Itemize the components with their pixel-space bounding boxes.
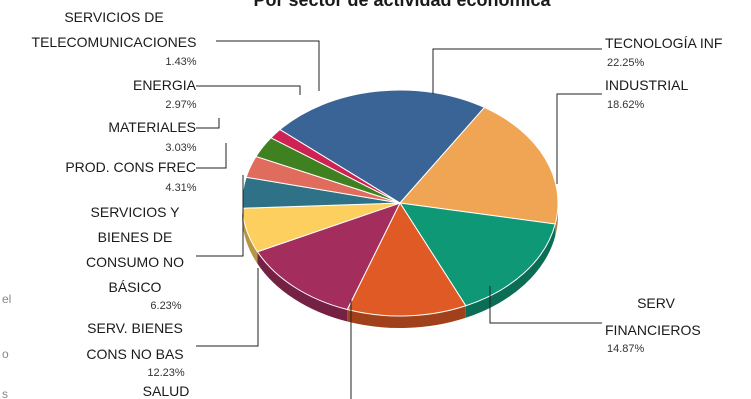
value-telecom: 1.43% (165, 56, 196, 68)
label-serv-financieros-line2: FINANCIEROS (605, 322, 701, 338)
leader-line-tecnologia (432, 48, 602, 94)
label-serv-financieros-line1: SERV (637, 295, 676, 311)
slice-tecnologia-inf (279, 89, 486, 204)
label-telecom-line2: TELECOMUNICACIONES (32, 34, 197, 50)
value-servicios-y-bienes: 6.23% (150, 300, 181, 312)
label-serv-bienes-line2: CONS NO BAS (86, 346, 183, 362)
label-servicios-y-bienes-line3: CONSUMO NO (86, 254, 184, 270)
label-materiales: MATERIALES (108, 119, 196, 135)
chart-title: Por sector de actividad económica (253, 0, 551, 10)
slice-side-salud (347, 305, 466, 328)
slice-servicios-de-telecomunicaciones (270, 128, 401, 204)
leader-line-energia (196, 85, 301, 95)
value-tecnologia: 22.25% (607, 57, 645, 69)
side-fragment-1: el (2, 292, 11, 306)
label-industrial: INDUSTRIAL (605, 77, 688, 93)
value-industrial: 18.62% (607, 99, 645, 111)
slice-industrial (399, 106, 559, 225)
leader-line-materiales (196, 118, 220, 129)
label-salud: SALUD (143, 383, 190, 399)
value-materiales: 3.03% (165, 142, 196, 154)
leader-line-serv-financieros (489, 286, 602, 324)
leader-line-servicios-y-bienes (196, 175, 244, 257)
label-energia: ENERGIA (133, 77, 197, 93)
leader-line-prod-cons (196, 143, 227, 169)
value-serv-financieros: 14.87% (607, 343, 645, 355)
slice-side-servicios-y-bienes-de-consumo-no-basico (242, 208, 258, 264)
side-fragment-2: o (2, 347, 9, 361)
label-prod-cons: PROD. CONS FREC (65, 159, 196, 175)
slice-labels: TECNOLOGÍA INF 22.25% INDUSTRIAL 18.62% … (32, 9, 723, 399)
label-serv-bienes-line1: SERV. BIENES (87, 320, 183, 336)
value-energia: 2.97% (165, 99, 196, 111)
pie-slices (241, 89, 559, 317)
leader-lines (196, 40, 602, 399)
slice-serv-financieros (398, 202, 556, 307)
label-telecom-line1: SERVICIOS DE (64, 9, 163, 25)
slice-serv-bienes-cons-no-bas (256, 202, 401, 311)
slice-side-serv-financieros (465, 224, 556, 318)
leader-line-telecom (216, 40, 320, 91)
leader-line-serv-bienes (196, 268, 259, 347)
label-servicios-y-bienes-line2: BIENES DE (98, 229, 173, 245)
label-servicios-y-bienes-line1: SERVICIOS Y (91, 204, 181, 220)
side-fragment-3: s (2, 387, 8, 399)
slice-salud (346, 201, 467, 317)
label-servicios-y-bienes-line4: BÁSICO (109, 279, 162, 295)
value-serv-bienes: 12.23% (147, 367, 185, 379)
leader-line-industrial (556, 93, 602, 184)
label-tecnologia: TECNOLOGÍA INF (605, 35, 722, 51)
slice-side-serv-bienes-cons-no-bas (257, 251, 348, 322)
value-prod-cons: 4.31% (165, 182, 196, 194)
